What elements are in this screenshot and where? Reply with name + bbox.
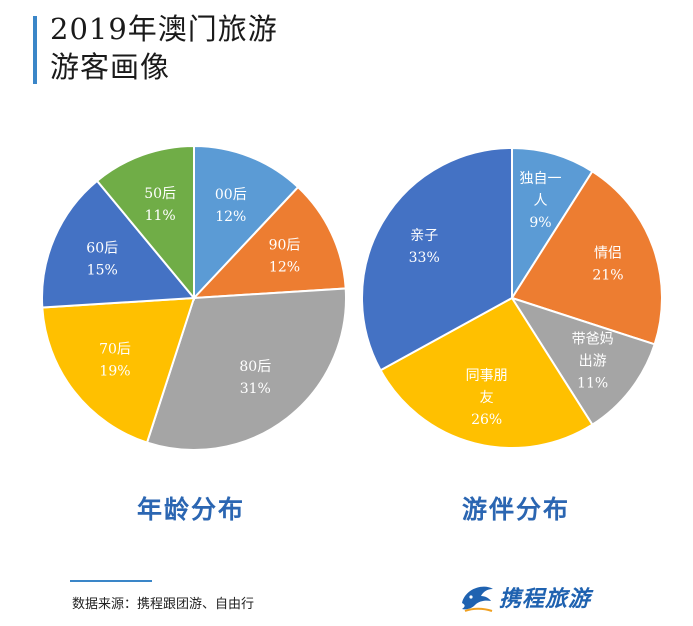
age-pie-chart: 00后 12% 90后 12% 80后 31% 70后 19% 60后 15% 50后 11% bbox=[41, 144, 347, 451]
companion-chart-title: 游伴分布 bbox=[462, 495, 571, 524]
age-slice-2 bbox=[145, 287, 347, 451]
title-accent-bar bbox=[33, 16, 37, 84]
age-slice-1 bbox=[191, 185, 347, 300]
logo-text: 携程旅游 bbox=[499, 587, 592, 612]
age-slice-5 bbox=[95, 144, 195, 301]
page-title: 2019年澳门旅游 游客画像 bbox=[50, 10, 278, 86]
age-label-3: 70后 19% bbox=[99, 341, 131, 379]
age-label-0: 00后 12% bbox=[215, 187, 247, 225]
companion-pie-chart: 独自一人 9% 情侣 21% 带爸妈出游 11% 同事朋友 26% 亲子 33% bbox=[361, 146, 663, 449]
age-label-4: 60后 15% bbox=[86, 240, 118, 278]
companion-slice-0 bbox=[511, 146, 594, 302]
age-slice-3 bbox=[41, 296, 196, 444]
companion-label-1: 情侣 21% bbox=[592, 245, 623, 283]
title-line-2: 游客画像 bbox=[50, 50, 171, 84]
companion-slice-1 bbox=[510, 169, 663, 346]
age-label-1: 90后 12% bbox=[269, 237, 301, 275]
companion-slice-2 bbox=[509, 296, 656, 427]
age-label-2: 80后 31% bbox=[239, 359, 271, 397]
companion-label-0: 独自一人 9% bbox=[519, 171, 561, 231]
companion-label-3: 同事朋友 26% bbox=[466, 368, 508, 428]
footer-divider bbox=[70, 580, 152, 582]
companion-label-4: 亲子 33% bbox=[409, 228, 440, 266]
title-line-1: 2019年澳门旅游 bbox=[50, 12, 278, 46]
data-source: 数据来源：携程跟团游、自由行 bbox=[72, 597, 255, 612]
age-chart-title: 年龄分布 bbox=[137, 495, 246, 524]
age-slice-0 bbox=[193, 144, 300, 301]
companion-label-2: 带爸妈出游 11% bbox=[572, 332, 614, 392]
age-label-5: 50后 11% bbox=[144, 186, 176, 224]
age-slice-4 bbox=[41, 179, 197, 309]
dolphin-logo-icon bbox=[462, 586, 493, 612]
ctrip-logo: 携程旅游 bbox=[459, 581, 591, 613]
companion-slice-3 bbox=[379, 296, 594, 449]
companion-slice-4 bbox=[361, 146, 513, 372]
